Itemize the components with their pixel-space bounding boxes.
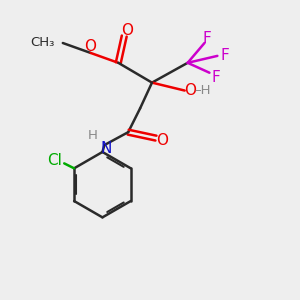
Text: CH₃: CH₃ [31, 37, 55, 50]
Text: H: H [88, 129, 98, 142]
Text: F: F [211, 70, 220, 85]
Text: O: O [184, 83, 196, 98]
Text: F: F [221, 48, 230, 63]
Text: O: O [85, 40, 97, 55]
Text: –H: –H [194, 84, 211, 97]
Text: N: N [101, 140, 112, 155]
Text: Cl: Cl [47, 153, 62, 168]
Text: F: F [202, 31, 211, 46]
Text: O: O [156, 133, 168, 148]
Text: O: O [121, 22, 133, 38]
